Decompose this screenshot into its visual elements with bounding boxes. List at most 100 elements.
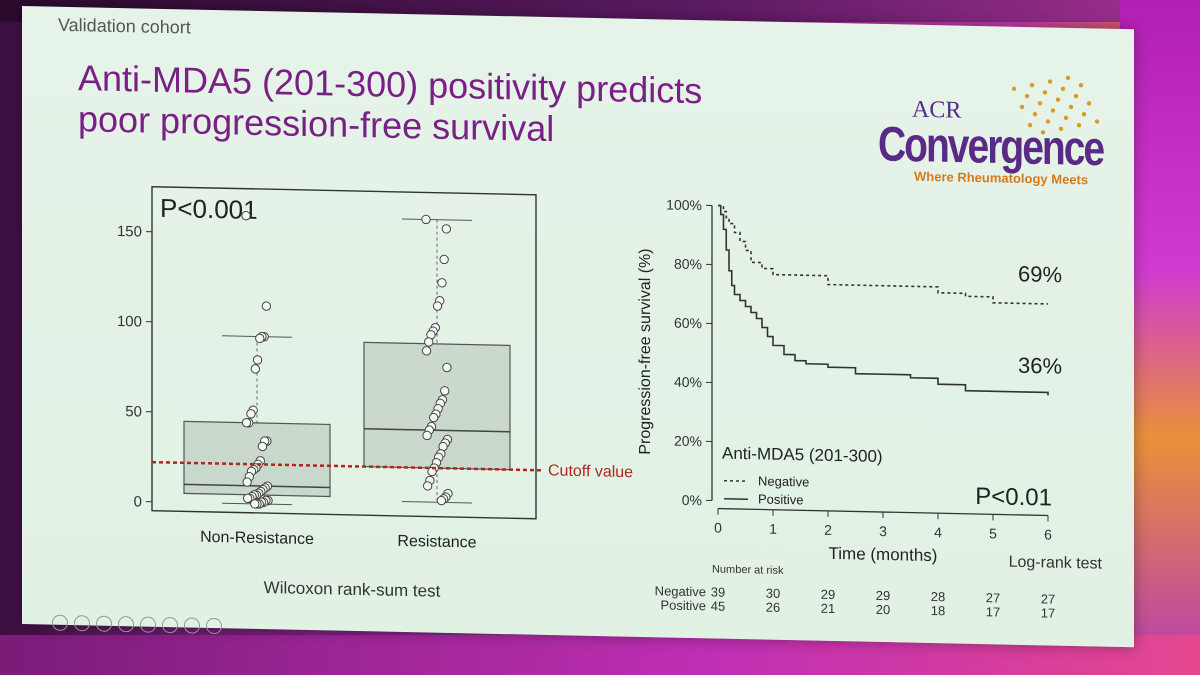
x-category-label: Resistance [397,533,476,552]
boxplot-chart: P<0.001 0 50 100 150 Non-Resistance Resistance… [117,186,633,601]
logo-dot [1068,104,1074,110]
slides-grid-icon[interactable] [118,616,134,633]
x-tick-label: 2 [824,522,832,538]
prev-slide-icon[interactable] [52,614,68,631]
data-point [246,409,256,419]
logo-dot [1055,97,1061,102]
data-point [442,362,452,373]
logo-dot [1045,119,1051,124]
slide: Validation cohort Anti-MDA5 (201-300) po… [22,6,1134,648]
y-tick-label: 50 [125,403,142,420]
survival-curve-positive [718,204,1049,396]
risk-value: 29 [876,588,890,603]
zoom-icon[interactable] [140,616,156,633]
boxplot-pvalue: P<0.001 [160,193,258,225]
data-point [242,477,252,487]
risk-value: 30 [766,586,780,601]
risk-value: 28 [931,589,945,604]
data-point [261,301,272,311]
data-point [241,210,251,221]
risk-value: 17 [1041,605,1055,620]
legend-label: Positive [758,491,804,507]
risk-row-label: Negative [655,583,706,599]
slide-title: Anti-MDA5 (201-300) positivity predicts … [78,57,878,156]
data-point [422,430,432,441]
cutoff-line [152,460,542,472]
logo-dot [1042,90,1048,95]
logo-dot [1024,93,1030,99]
x-tick-label: 1 [769,521,777,537]
risk-value: 17 [986,604,1000,619]
logo-dot [1076,122,1082,128]
data-point [439,254,449,265]
data-point [429,412,439,423]
data-point [241,418,252,428]
risk-table-header: Number at risk [712,563,784,577]
logo-dot [1047,79,1053,84]
legend-title: Anti-MDA5 (201-300) [722,444,883,466]
lower-whisker-cap [402,501,472,504]
data-point [255,333,265,344]
logo-dot [1086,101,1092,106]
risk-value: 18 [931,603,945,618]
risk-value: 26 [766,600,780,615]
logo-dot [1050,108,1056,113]
risk-value: 21 [821,601,835,616]
logo-dot [1019,104,1025,110]
camera-icon[interactable] [184,617,200,634]
boxplot-test-label: Wilcoxon rank-sum test [264,578,441,601]
risk-value: 39 [711,584,725,599]
upper-whisker-cap [402,218,472,221]
x-tick-label: 3 [879,523,887,539]
data-point [437,278,447,288]
logo-dot [1078,82,1084,88]
subtitle-icon[interactable] [162,616,178,634]
logo-dot [1065,75,1071,81]
data-point [421,214,431,225]
x-category-label: Non-Resistance [200,529,314,548]
acr-convergence-logo: ACR Convergence Where Rheumatology Meets [864,66,1114,191]
logo-dot [1027,122,1033,128]
y-tick-label: 100% [666,196,702,213]
logo-dot [1063,115,1069,121]
logo-dot [1040,130,1046,135]
risk-value: 29 [821,587,835,602]
x-axis-label: Time (months) [829,544,938,565]
legend-swatch [724,479,748,482]
slideshow-controls[interactable] [52,614,222,637]
survival-curve-negative [718,204,1048,305]
logo-convergence-text: Convergence [878,117,1104,177]
y-tick-label: 100 [117,313,142,331]
risk-value: 20 [876,602,890,617]
data-point [440,386,450,396]
y-tick-label: 80% [674,256,702,273]
y-tick-label: 0 [134,493,142,510]
data-point [250,364,261,374]
legend-swatch [724,497,748,500]
data-point [441,224,452,234]
data-point [432,301,443,311]
logo-dot [1011,86,1017,91]
plot-frame [151,186,537,520]
risk-row-label: Positive [660,597,706,613]
logo-dot [1094,119,1100,124]
data-point [257,441,268,452]
x-tick-label: 4 [934,524,942,540]
logo-dot [1032,112,1038,117]
data-point [422,481,433,491]
data-point [436,495,447,506]
risk-value: 27 [986,590,1000,605]
more-options-icon[interactable] [206,617,222,635]
data-point [252,355,263,365]
pen-icon[interactable] [96,615,112,632]
risk-value: 27 [1041,591,1055,606]
median-line [184,483,330,489]
x-tick-label: 5 [989,525,997,541]
next-slide-icon[interactable] [74,615,90,632]
km-test-label: Log-rank test [1009,554,1103,573]
y-tick-label: 60% [674,315,702,332]
x-tick-label: 6 [1044,526,1052,542]
logo-dot [1060,86,1066,92]
x-tick-label: 0 [714,519,722,535]
